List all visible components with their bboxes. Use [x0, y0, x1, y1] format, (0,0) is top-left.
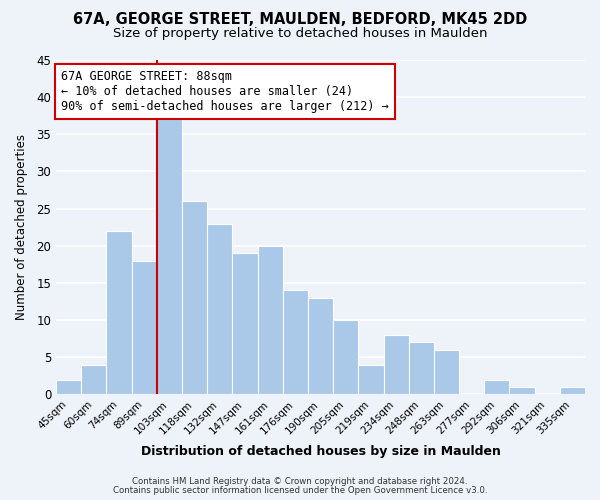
Bar: [333, 320, 358, 394]
Bar: [434, 350, 459, 395]
Bar: [157, 120, 182, 394]
Text: Contains HM Land Registry data © Crown copyright and database right 2024.: Contains HM Land Registry data © Crown c…: [132, 477, 468, 486]
Bar: [106, 231, 131, 394]
Bar: [560, 387, 585, 394]
Bar: [182, 201, 207, 394]
X-axis label: Distribution of detached houses by size in Maulden: Distribution of detached houses by size …: [140, 444, 500, 458]
Text: 67A, GEORGE STREET, MAULDEN, BEDFORD, MK45 2DD: 67A, GEORGE STREET, MAULDEN, BEDFORD, MK…: [73, 12, 527, 28]
Bar: [409, 342, 434, 394]
Bar: [283, 290, 308, 395]
Text: Size of property relative to detached houses in Maulden: Size of property relative to detached ho…: [113, 28, 487, 40]
Bar: [383, 335, 409, 394]
Text: 67A GEORGE STREET: 88sqm
← 10% of detached houses are smaller (24)
90% of semi-d: 67A GEORGE STREET: 88sqm ← 10% of detach…: [61, 70, 389, 113]
Bar: [81, 364, 106, 394]
Bar: [207, 224, 232, 394]
Bar: [308, 298, 333, 394]
Text: Contains public sector information licensed under the Open Government Licence v3: Contains public sector information licen…: [113, 486, 487, 495]
Bar: [56, 380, 81, 394]
Bar: [484, 380, 509, 394]
Y-axis label: Number of detached properties: Number of detached properties: [15, 134, 28, 320]
Bar: [358, 364, 383, 394]
Bar: [257, 246, 283, 394]
Bar: [509, 387, 535, 394]
Bar: [131, 260, 157, 394]
Bar: [232, 253, 257, 394]
